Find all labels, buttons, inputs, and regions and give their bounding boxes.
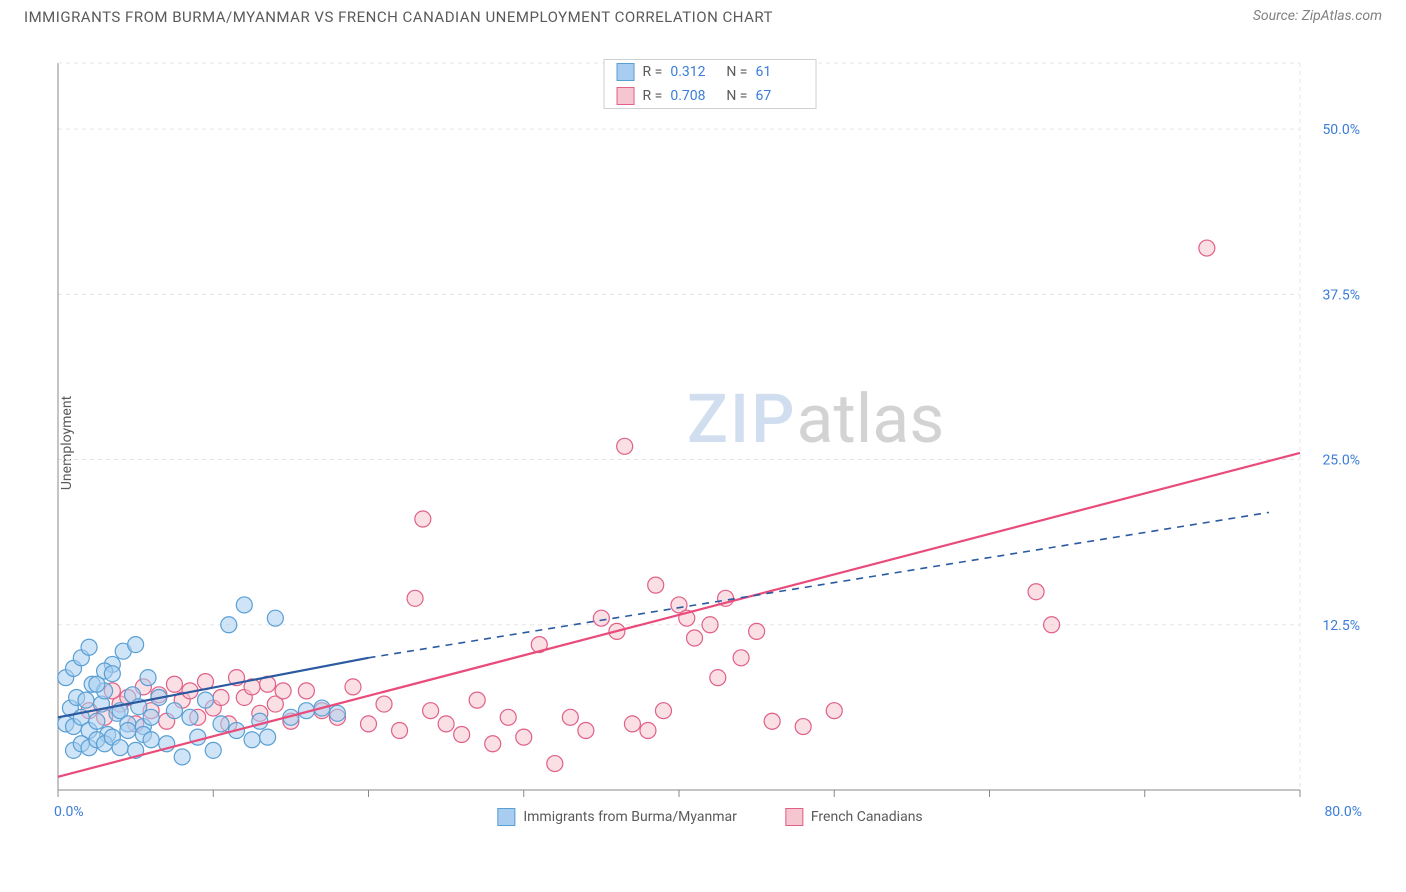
series-legend-item-1: French Canadians: [785, 808, 923, 826]
series-legend-item-0: Immigrants from Burma/Myanmar: [497, 808, 737, 826]
r-label: R =: [643, 64, 663, 80]
x-axis-start-label: 0.0%: [54, 804, 84, 820]
n-value-1: 67: [755, 88, 803, 104]
source-attribution: Source: ZipAtlas.com: [1253, 8, 1382, 24]
series-name-1: French Canadians: [811, 809, 923, 825]
correlation-legend: R = 0.312 N = 61 R = 0.708 N = 67: [604, 59, 817, 109]
correlation-legend-row-1: R = 0.708 N = 67: [605, 84, 816, 108]
r-value-0: 0.312: [670, 64, 718, 80]
series-legend: Immigrants from Burma/Myanmar French Can…: [497, 808, 922, 826]
n-value-0: 61: [755, 64, 803, 80]
n-label: N =: [726, 64, 747, 80]
series-name-0: Immigrants from Burma/Myanmar: [523, 809, 737, 825]
legend-swatch-bottom-1: [785, 808, 803, 826]
legend-swatch-bottom-0: [497, 808, 515, 826]
legend-swatch-series-0: [617, 63, 635, 81]
r-label: R =: [643, 88, 663, 104]
svg-text:25.0%: 25.0%: [1322, 453, 1360, 469]
legend-swatch-series-1: [617, 87, 635, 105]
r-value-1: 0.708: [670, 88, 718, 104]
chart-title: IMMIGRANTS FROM BURMA/MYANMAR VS FRENCH …: [24, 8, 773, 26]
x-axis-end-label: 80.0%: [1324, 804, 1362, 820]
svg-text:50.0%: 50.0%: [1322, 122, 1360, 138]
source-prefix: Source:: [1253, 8, 1302, 24]
scatter-plot: 12.5% 25.0% 37.5% 50.0%: [50, 55, 1370, 830]
svg-text:12.5%: 12.5%: [1322, 618, 1360, 634]
chart-area: Unemployment 12.5%25.0%37.5%50.0% ZIPatl…: [50, 55, 1370, 830]
source-name: ZipAtlas.com: [1302, 8, 1382, 24]
chart-header: IMMIGRANTS FROM BURMA/MYANMAR VS FRENCH …: [0, 0, 1406, 30]
n-label: N =: [726, 88, 747, 104]
correlation-legend-row-0: R = 0.312 N = 61: [605, 60, 816, 84]
svg-text:37.5%: 37.5%: [1322, 287, 1360, 303]
